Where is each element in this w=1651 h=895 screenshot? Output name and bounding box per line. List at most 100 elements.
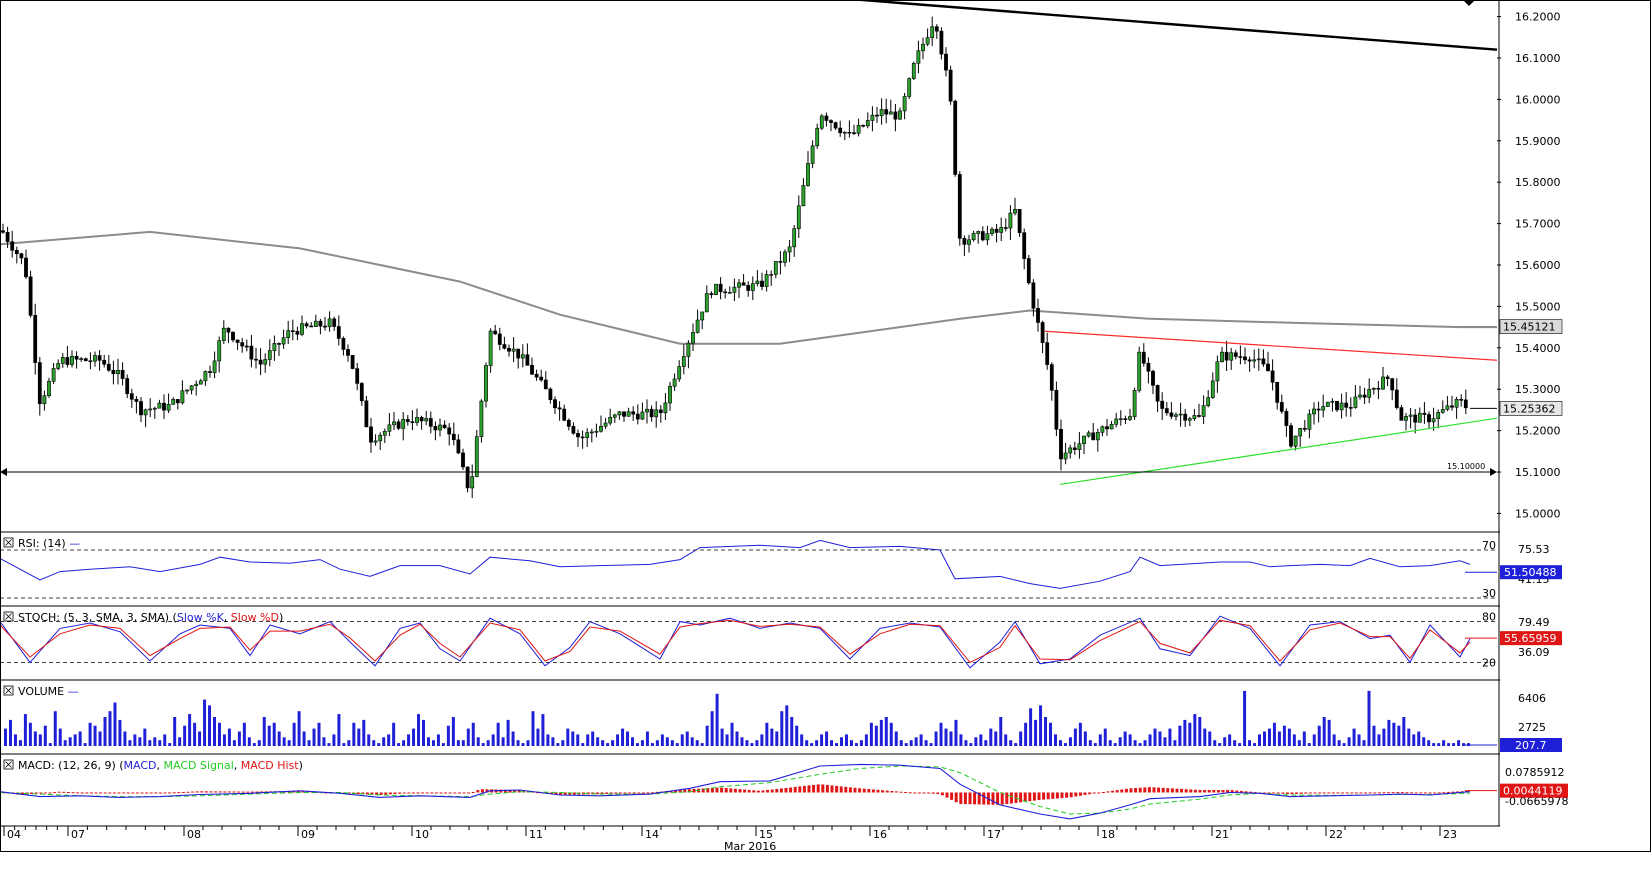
x-month-label: Mar 2016 [724, 840, 776, 853]
candle-body [304, 323, 309, 327]
macd-hist-bar [108, 792, 112, 794]
x-tick-label: 09 [301, 828, 315, 841]
volume-bar [446, 725, 450, 746]
volume-bar [382, 737, 386, 746]
macd-hist-bar [398, 792, 402, 794]
candle-body [520, 354, 525, 359]
candle-body [727, 292, 732, 294]
candle-body [488, 330, 493, 366]
candle [1095, 428, 1100, 452]
volume-bar [1208, 731, 1212, 746]
volume-panel[interactable]: 6406 2725 207.7 VOLUME — [0, 679, 1562, 752]
candle [672, 373, 677, 391]
candle-body [1026, 258, 1031, 284]
volume-bar [242, 722, 246, 746]
macd-hist-bar [53, 792, 57, 794]
candle-body [341, 338, 346, 350]
candle-body [585, 432, 590, 439]
volume-bar [88, 722, 92, 746]
candle [631, 406, 636, 421]
volume-bar [889, 722, 893, 746]
volume-bar [38, 734, 42, 746]
macd-hist-bar [821, 784, 825, 793]
macd-hist-bar [209, 791, 213, 793]
volume-bar [297, 711, 301, 746]
macd-hist-bar [260, 791, 264, 793]
panel-header: VOLUME — [3, 685, 79, 698]
candle-body [939, 30, 944, 55]
candle [1321, 394, 1326, 418]
candle-body [203, 371, 208, 382]
candle [37, 357, 42, 416]
candle-body [428, 418, 433, 427]
candle [953, 99, 958, 177]
candle [626, 407, 631, 417]
macd-hist-bar [1157, 787, 1161, 793]
candle [1224, 340, 1229, 372]
candle [861, 124, 866, 128]
volume-bar [521, 743, 525, 746]
x-tick-label: 10 [415, 828, 429, 841]
volume-bar [715, 693, 719, 746]
volume-bar [884, 717, 888, 746]
macd-hist-bar [931, 792, 935, 794]
macd-hist-bar [1147, 787, 1151, 793]
candle [1017, 209, 1022, 237]
macd-hist-bar [379, 792, 383, 795]
candle [1431, 407, 1436, 431]
candle [1330, 398, 1335, 412]
macd-hist-bar [1423, 792, 1427, 794]
candle-body [295, 330, 300, 335]
candle-body [1082, 435, 1086, 445]
candle [640, 402, 645, 421]
candle-body [79, 358, 84, 360]
candle-body [217, 340, 222, 362]
macd-hist-bar [733, 788, 737, 793]
panel-close-x-icon [5, 613, 12, 620]
candle-body [1141, 351, 1146, 364]
volume-bar [1118, 737, 1122, 746]
macd-hist-bar [1354, 792, 1358, 794]
volume-bar [581, 743, 585, 746]
macd-hist-bar [411, 792, 415, 794]
candle [994, 224, 999, 243]
volume-bar [899, 740, 903, 746]
candle-body [852, 132, 856, 134]
volume-bar [1138, 743, 1142, 746]
candle-body [576, 433, 580, 438]
volume-bar [217, 722, 221, 746]
last-price-tag-box [1499, 401, 1563, 416]
candle [189, 384, 194, 395]
volume-bar [601, 740, 605, 746]
volume-bar [631, 737, 634, 746]
volume-bar [183, 725, 187, 746]
volume-bar [28, 722, 32, 746]
price-panel[interactable]: 16.2000 16.1000 16.0000 15.9000 15.8000 15.70… [0, 0, 1563, 520]
volume-bar [571, 731, 575, 746]
candle-body [553, 399, 557, 409]
candle-body [1316, 408, 1321, 411]
candle [465, 466, 470, 493]
macd-hist-bar [457, 792, 461, 794]
candle [139, 397, 143, 423]
macd-hist-bar [1308, 792, 1312, 794]
rsi-level-30-label: 30 [1482, 587, 1496, 600]
macd-hist-bar [950, 792, 954, 800]
candle-body [438, 424, 442, 431]
candle-body [60, 357, 65, 364]
candle-body [65, 357, 70, 365]
candle [842, 131, 847, 141]
candle-body [898, 110, 902, 120]
candle-body [143, 409, 148, 416]
candle-body [240, 342, 245, 347]
volume-bar [969, 743, 973, 746]
candle-body [194, 383, 199, 387]
candle-body [645, 408, 649, 413]
candle-body [953, 100, 958, 175]
volume-scale-high: 6406 [1518, 692, 1546, 705]
candle-body [1247, 359, 1252, 362]
candle-body [833, 122, 838, 129]
